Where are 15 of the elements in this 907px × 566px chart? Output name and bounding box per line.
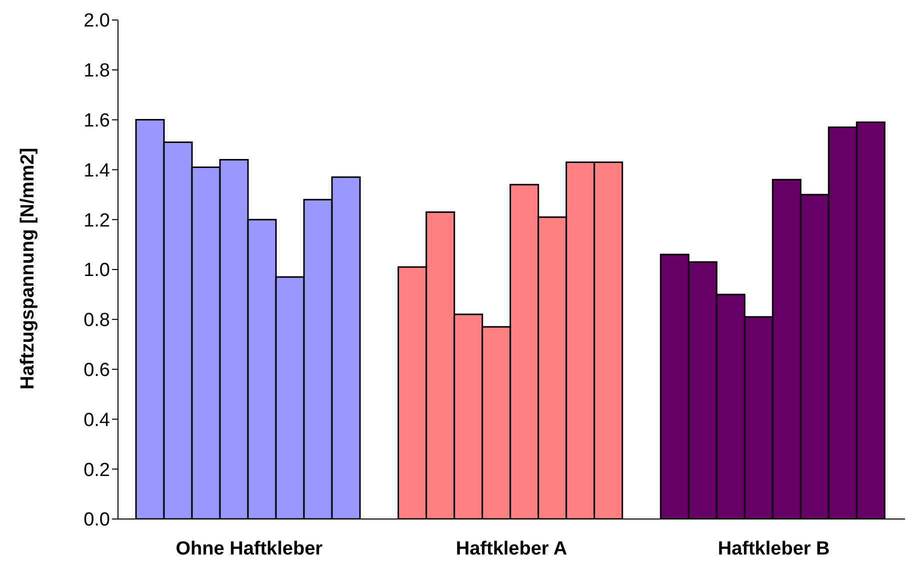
y-tick-label: 0.0: [84, 510, 110, 531]
y-axis-title: Haftzugspannung [N/mm2]: [18, 148, 39, 390]
x-tick-label: Haftkleber B: [718, 538, 830, 560]
x-tick-label: Ohne Haftkleber: [176, 538, 324, 560]
y-tick-label: 0.8: [84, 310, 110, 332]
y-tick-label: 1.8: [84, 60, 110, 82]
y-tick-label: 0.4: [84, 410, 110, 431]
y-tick-label: 0.2: [84, 460, 110, 481]
y-tick-label: 1.4: [84, 160, 110, 182]
y-tick-label: 0.6: [84, 360, 110, 382]
y-tick-label: 1.6: [84, 110, 110, 132]
x-tick-label: Haftkleber A: [456, 538, 568, 560]
y-tick-label: 2.0: [84, 10, 110, 32]
y-tick-label: 1.2: [84, 210, 110, 232]
y-tick-label: 1.0: [84, 260, 110, 282]
